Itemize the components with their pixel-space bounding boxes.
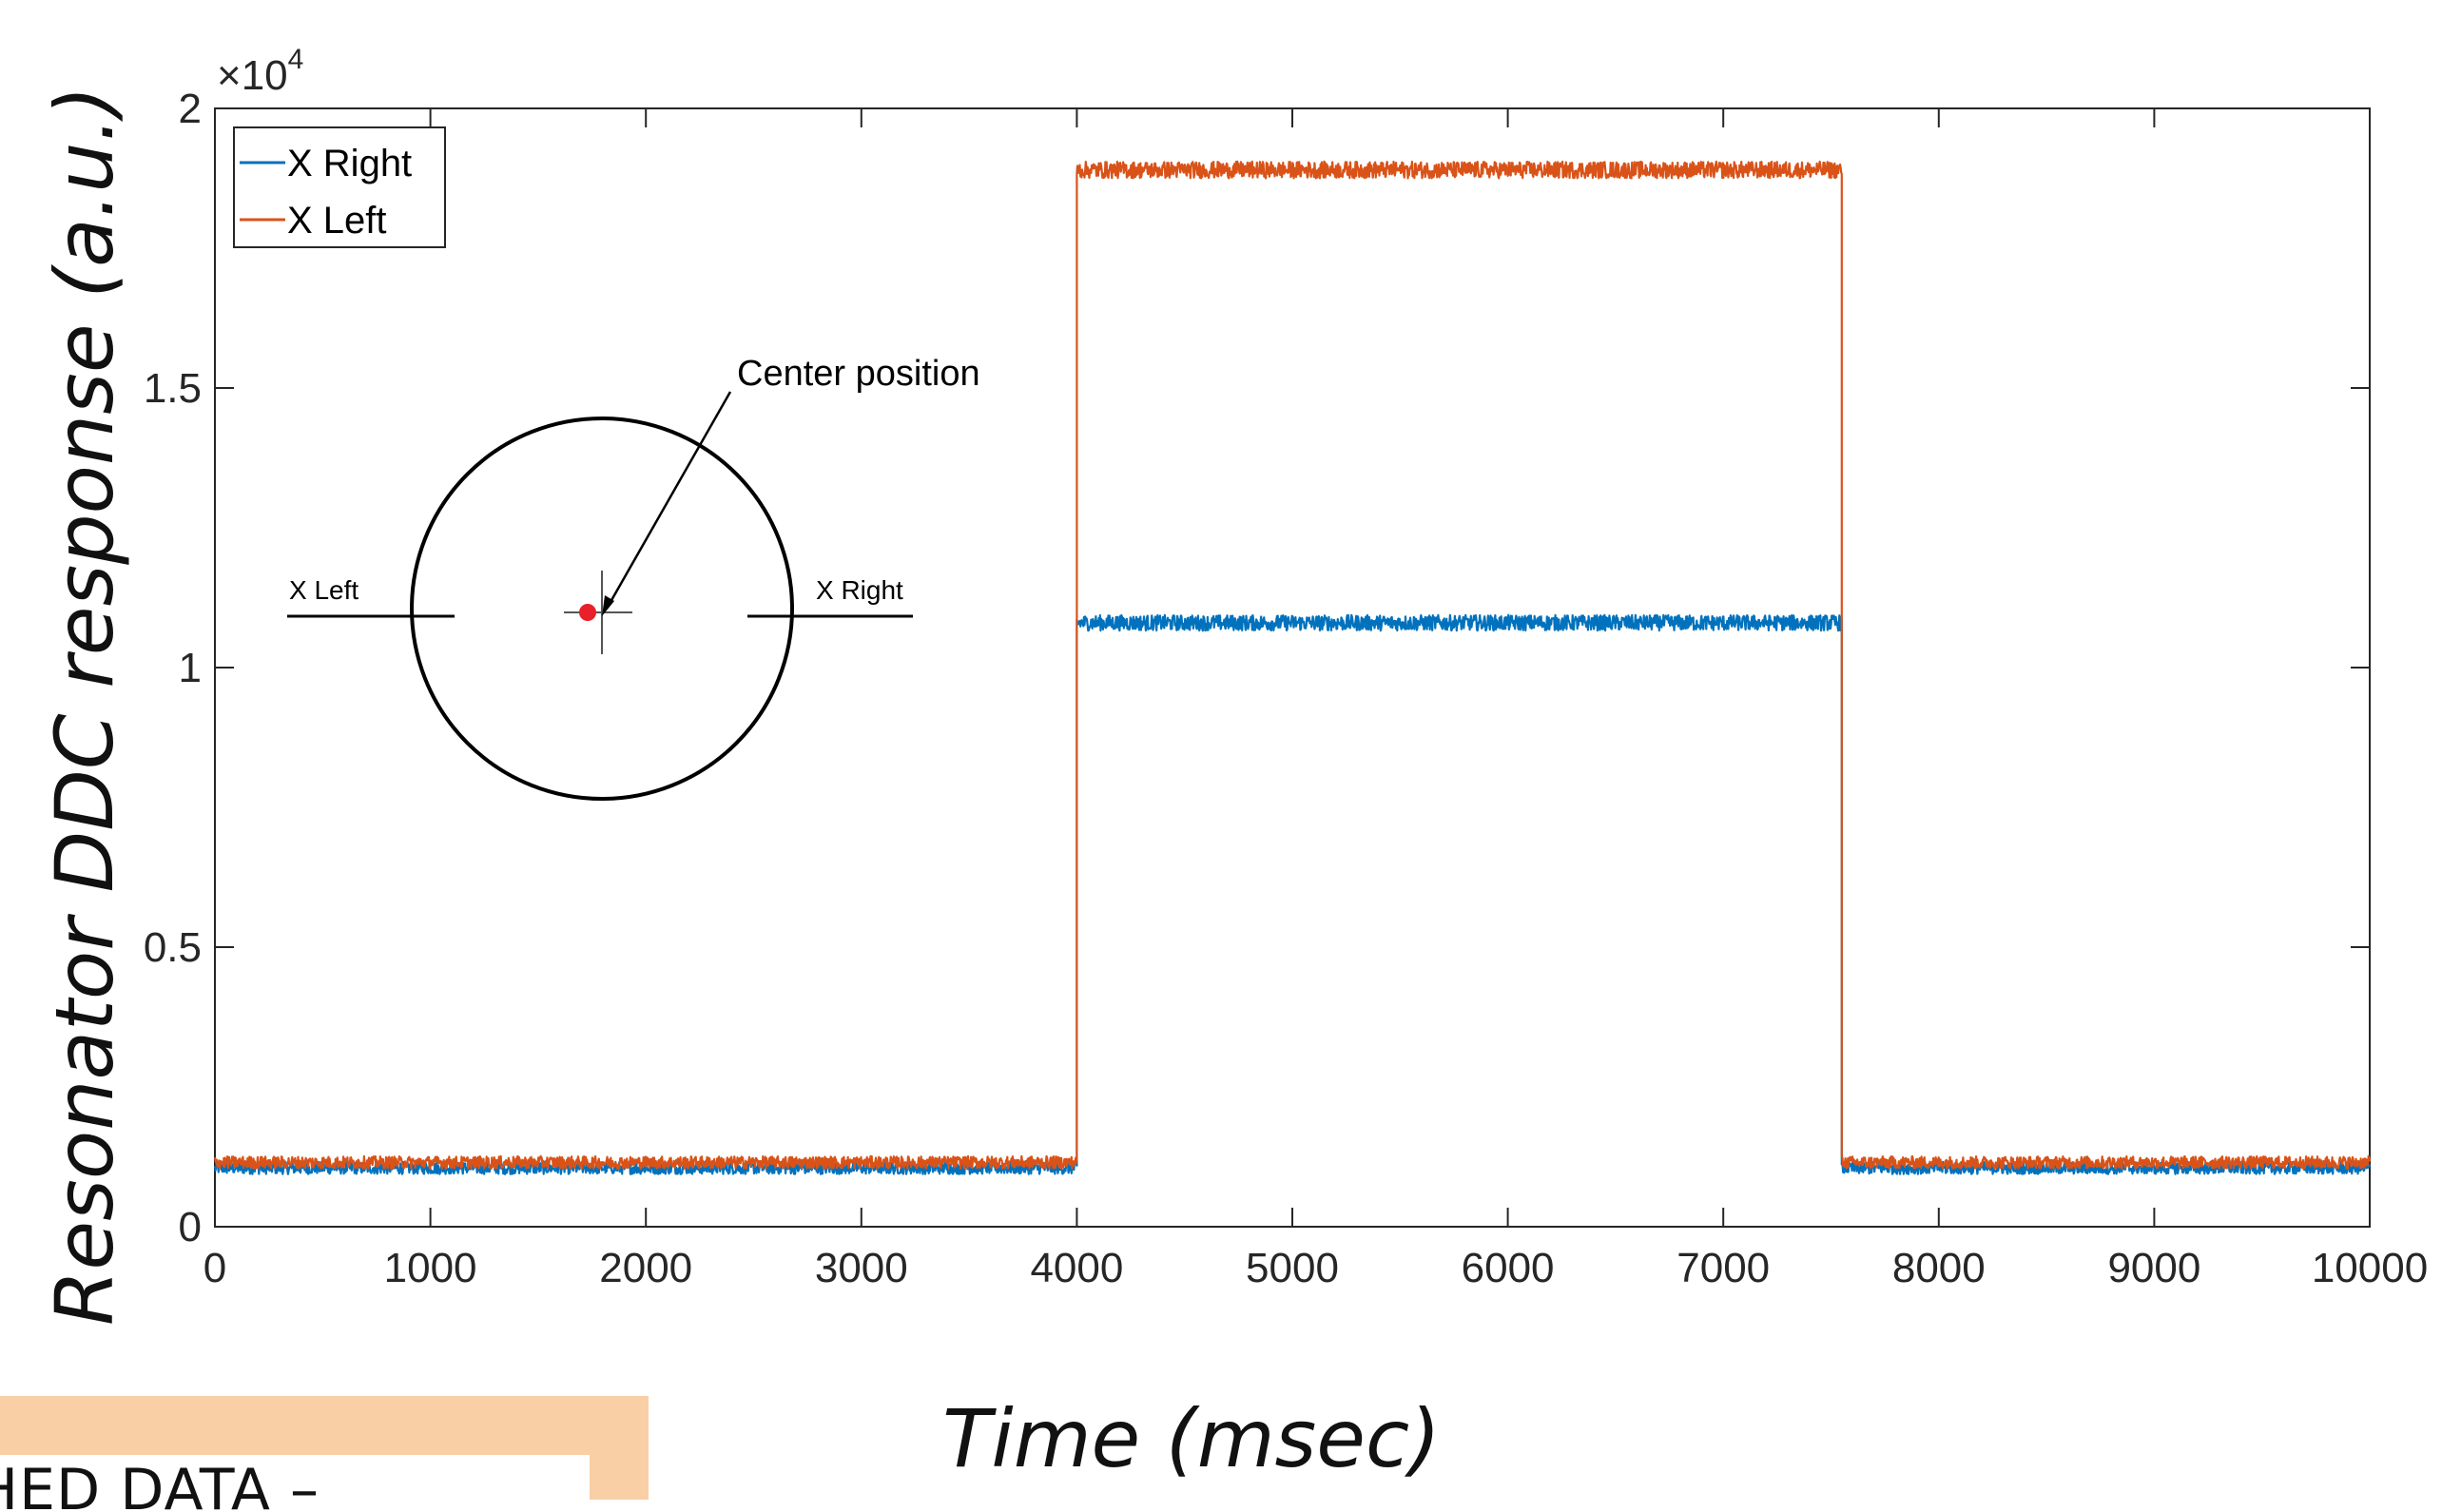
x-tick-label: 3000 [815,1245,908,1291]
x-tick-label: 10000 [2312,1245,2428,1291]
y-axis-label: Resonator DDC response (a.u.) [38,86,131,1326]
x-tick-label: 2000 [599,1245,692,1291]
y-axis-ticks: 0 0.5 1 1.5 2 [144,86,2370,1250]
y-exponent-label: ×104 [217,44,303,99]
y-tick-label: 1 [179,645,202,691]
x-tick-label: 6000 [1462,1245,1555,1291]
y-exponent-power: 4 [288,44,304,75]
banner: HED DATA – [0,1396,649,1512]
inset-right-label: X Right [816,575,903,605]
inset-center-annotation: Center position [737,354,980,394]
legend-box [233,126,446,248]
inset-center-marker [579,604,596,621]
banner-text: HED DATA – [0,1457,320,1512]
banner-inner: HED DATA – [0,1455,590,1512]
x-tick-label: 0 [204,1245,226,1291]
y-tick-label: 0 [179,1204,202,1250]
x-tick-label: 4000 [1030,1245,1123,1291]
x-axis-ticks: 0 1000 2000 3000 4000 5000 6000 7000 8000 9000 100… [204,108,2428,1291]
inset-diagram: X Left X Right Center position [287,354,980,801]
x-tick-label: 7000 [1676,1245,1770,1291]
series-layer [213,160,2372,1175]
y-tick-label: 2 [179,86,202,132]
x-tick-label: 5000 [1246,1245,1339,1291]
legend: X Right X Left [233,126,446,248]
inset-annotation-arrow [605,391,732,610]
x-tick-label: 1000 [384,1245,477,1291]
y-tick-label: 0.5 [144,924,202,971]
legend-label-x-left: X Left [287,200,387,242]
inset-left-label: X Left [289,575,359,605]
legend-label-x-right: X Right [287,143,412,184]
x-tick-label: 8000 [1892,1245,1986,1291]
inset-circle [410,417,794,801]
plot-area [214,107,2371,1228]
x-axis-label: Time (msec) [942,1392,1441,1485]
x-tick-label: 9000 [2107,1245,2200,1291]
series-line-x-left [213,160,2372,1170]
inset-annotation-arrowhead [602,595,614,616]
y-tick-label: 1.5 [144,365,202,412]
